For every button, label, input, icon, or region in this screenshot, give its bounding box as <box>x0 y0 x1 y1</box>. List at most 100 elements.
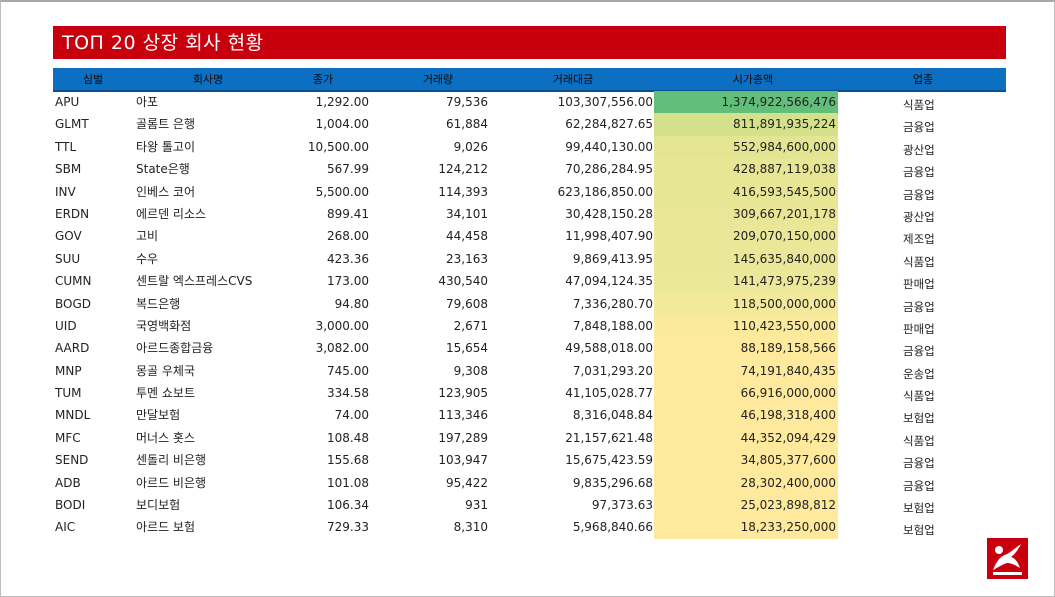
industry-cell: 판매업 <box>903 321 935 336</box>
header-volume: 거래량 <box>422 73 454 86</box>
symbol-cell: TTL <box>55 139 77 154</box>
close-price-cell: 1,292.00 <box>315 95 369 109</box>
header-close: 종가 <box>312 73 334 86</box>
symbol-cell: ERDN <box>55 206 90 221</box>
close-price-cell: 729.33 <box>327 520 369 535</box>
close-price-cell: 423.36 <box>327 251 369 266</box>
market-cap-cell: 141,473,975,239 <box>654 270 838 293</box>
company-name-cell: 머너스 홋스 <box>136 430 196 445</box>
symbol-cell: GOV <box>55 229 82 244</box>
symbol-cell: TUM <box>55 386 82 401</box>
amount-cell: 47,094,124.35 <box>565 274 653 289</box>
company-table: APU 아포 1,292.00 79,536 103,307,556.00 1,… <box>53 91 1006 539</box>
industry-cell: 금융업 <box>903 299 935 314</box>
amount-cell: 7,031,293.20 <box>572 363 653 378</box>
amount-cell: 11,998,407.90 <box>565 229 653 244</box>
company-name-cell: 고비 <box>136 229 159 244</box>
volume-cell: 44,458 <box>446 229 488 244</box>
amount-cell: 8,316,048.84 <box>572 408 653 423</box>
market-cap-cell: 44,352,094,429 <box>654 426 838 450</box>
volume-cell: 114,393 <box>438 184 488 199</box>
market-cap-cell: 46,198,318,400 <box>654 404 838 427</box>
industry-cell: 식품업 <box>903 254 935 269</box>
company-name-cell: 몽골 우체국 <box>136 363 196 378</box>
amount-cell: 103,307,556.00 <box>557 95 653 109</box>
table-row: GLMT 골롬트 은행 1,004.00 61,884 62,284,827.6… <box>53 113 1006 136</box>
close-price-cell: 1,004.00 <box>315 117 369 132</box>
exchange-logo <box>987 538 1028 579</box>
company-name-cell: 센돌리 비은행 <box>136 453 207 468</box>
close-price-cell: 567.99 <box>327 162 369 177</box>
logo-emblem-icon <box>987 538 1028 579</box>
header-symbol: 심벌 <box>82 73 104 86</box>
table-row: ERDN 에르덴 리소스 899.41 34,101 30,428,150.28… <box>53 202 1006 226</box>
volume-cell: 2,671 <box>453 318 488 333</box>
table-row: SEND 센돌리 비은행 155.68 103,947 15,675,423.5… <box>53 449 1006 472</box>
volume-cell: 124,212 <box>438 162 488 177</box>
symbol-cell: GLMT <box>55 117 89 132</box>
symbol-cell: ADB <box>55 475 81 490</box>
table-row: MNP 몽골 우체국 745.00 9,308 7,031,293.20 74,… <box>53 359 1006 383</box>
market-cap-cell: 110,423,550,000 <box>654 314 838 338</box>
volume-cell: 113,346 <box>438 408 488 423</box>
table-row: AARD 아르드종합금융 3,082.00 15,654 49,588,018.… <box>53 337 1006 360</box>
industry-cell: 운송업 <box>903 366 935 381</box>
market-cap-cell: 118,500,000,000 <box>654 292 838 315</box>
symbol-cell: MNDL <box>55 408 91 423</box>
industry-cell: 금융업 <box>903 344 935 359</box>
market-cap-cell: 209,070,150,000 <box>654 225 838 248</box>
market-cap-cell: 25,023,898,812 <box>654 494 838 517</box>
close-price-cell: 94.80 <box>334 296 369 311</box>
table-row: MFC 머너스 홋스 108.48 197,289 21,157,621.48 … <box>53 426 1006 450</box>
table-row: GOV 고비 268.00 44,458 11,998,407.90 209,0… <box>53 225 1006 248</box>
industry-cell: 판매업 <box>903 277 935 292</box>
amount-cell: 30,428,150.28 <box>565 206 653 221</box>
close-price-cell: 10,500.00 <box>307 139 369 154</box>
industry-cell: 식품업 <box>903 98 935 112</box>
symbol-cell: APU <box>55 95 80 109</box>
company-name-cell: 골롬트 은행 <box>136 117 196 132</box>
industry-cell: 금융업 <box>903 120 935 135</box>
table-row: BODI 보디보험 106.34 931 97,373.63 25,023,89… <box>53 494 1006 517</box>
market-cap-cell: 18,233,250,000 <box>654 516 838 539</box>
close-price-cell: 74.00 <box>334 408 369 423</box>
market-cap-cell: 416,593,545,500 <box>654 180 838 203</box>
amount-cell: 49,588,018.00 <box>565 341 653 356</box>
symbol-cell: MNP <box>55 363 82 378</box>
volume-cell: 8,310 <box>453 520 488 535</box>
symbol-cell: SBM <box>55 162 82 177</box>
amount-cell: 62,284,827.65 <box>565 117 653 132</box>
market-cap-cell: 145,635,840,000 <box>654 247 838 271</box>
close-price-cell: 268.00 <box>327 229 369 244</box>
header-market-cap: 시가총액 <box>732 73 774 86</box>
close-price-cell: 899.41 <box>327 206 369 221</box>
table-row: SUU 수우 423.36 23,163 9,869,413.95 145,63… <box>53 247 1006 271</box>
volume-cell: 103,947 <box>438 453 488 468</box>
industry-cell: 보험업 <box>903 411 935 426</box>
market-cap-cell: 66,916,000,000 <box>654 382 838 405</box>
table-header: 심벌 회사명 종가 거래량 거래대금 시가총액 업종 <box>53 68 1006 92</box>
symbol-cell: BOGD <box>55 296 92 311</box>
market-cap-cell: 811,891,935,224 <box>654 113 838 136</box>
volume-cell: 430,540 <box>438 274 488 289</box>
company-name-cell: 인베스 코어 <box>136 184 196 199</box>
industry-cell: 보험업 <box>903 501 935 516</box>
industry-cell: 보험업 <box>903 523 935 538</box>
close-price-cell: 745.00 <box>327 363 369 378</box>
volume-cell: 61,884 <box>446 117 488 132</box>
industry-cell: 금융업 <box>903 165 935 180</box>
header-company: 회사명 <box>192 73 224 86</box>
market-cap-cell: 28,302,400,000 <box>654 471 838 495</box>
market-cap-cell: 428,887,119,038 <box>654 158 838 181</box>
company-name-cell: 보디보험 <box>136 498 181 513</box>
close-price-cell: 108.48 <box>327 430 369 445</box>
table-row: ADB 아르드 비은행 101.08 95,422 9,835,296.68 2… <box>53 471 1006 495</box>
table-row: UID 국영백화점 3,000.00 2,671 7,848,188.00 11… <box>53 314 1006 338</box>
company-name-cell: 투멘 쇼보트 <box>136 386 196 401</box>
amount-cell: 21,157,621.48 <box>565 430 653 445</box>
table-row: TUM 투멘 쇼보트 334.58 123,905 41,105,028.77 … <box>53 382 1006 405</box>
company-name-cell: 센트랄 엑스프레스CVS <box>136 274 253 289</box>
table-row: AIC 아르드 보험 729.33 8,310 5,968,840.66 18,… <box>53 516 1006 539</box>
symbol-cell: AARD <box>55 341 90 356</box>
company-name-cell: State은행 <box>136 162 190 177</box>
